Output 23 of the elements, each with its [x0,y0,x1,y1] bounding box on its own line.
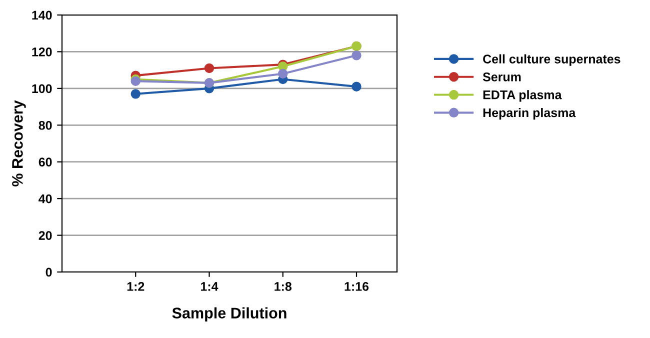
point [278,68,288,79]
point [352,50,362,60]
legend-label: Cell culture supernates [483,54,620,66]
y-tick-label: 100 [32,84,52,94]
y-tick-label: 80 [38,120,52,130]
y-tick-label: 60 [38,158,52,167]
point [130,89,140,99]
y-tick-label: 0 [46,268,52,277]
point [204,63,214,74]
x-tick-label: 1:4 [201,282,218,291]
x-tick-label: 1:8 [274,282,292,291]
legend-label: EDTA plasma [483,90,562,102]
x-tick-label: 1:16 [344,282,369,291]
x-axis-title: Sample Dilution [172,307,286,322]
legend-label: Heparin plasma [483,108,576,120]
y-tick-label: 40 [38,194,52,204]
y-tick-label: 140 [32,10,52,20]
legend-label: Serum [482,72,521,82]
y-tick-label: 20 [38,231,52,240]
y-tick-label: 120 [32,48,52,56]
point [352,82,362,92]
x-tick-label: 1:2 [127,282,144,291]
y-axis-title: % Recovery [12,100,26,186]
